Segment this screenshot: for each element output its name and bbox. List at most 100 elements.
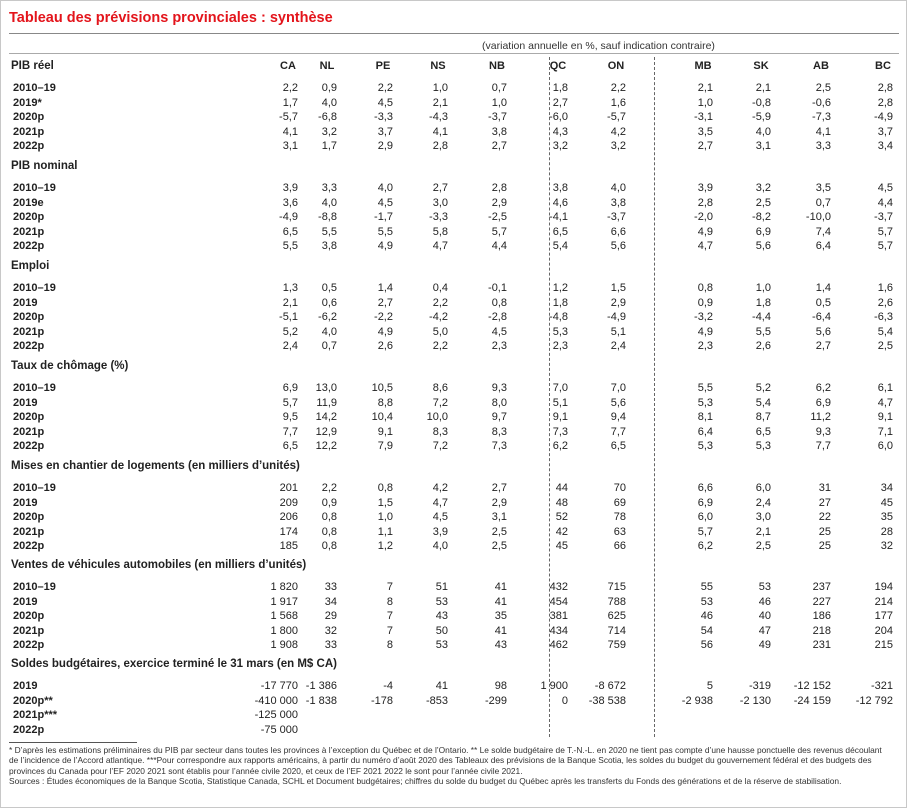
- cell: 2,7: [552, 96, 568, 109]
- cell: 4,0: [377, 182, 393, 194]
- cell: 2,4: [755, 496, 771, 509]
- cell: 12,9: [315, 425, 337, 438]
- column-header: NB: [489, 60, 505, 72]
- cell: -7,3: [812, 111, 831, 124]
- cell: 1 917: [270, 595, 298, 608]
- cell: 218: [812, 624, 831, 637]
- row-label: 2020p: [13, 411, 45, 424]
- cell: 11,9: [316, 396, 337, 409]
- cell: -8,2: [752, 211, 771, 224]
- cell: 7,0: [552, 382, 568, 394]
- cell: 1,0: [377, 511, 393, 524]
- cell: 0,5: [815, 296, 831, 309]
- cell: 1,1: [377, 525, 393, 538]
- row-label: 2019: [13, 680, 38, 692]
- cell: 1,5: [610, 282, 626, 294]
- cell: 3,1: [282, 140, 298, 153]
- cell: -12 152: [793, 680, 831, 692]
- cell: 2,8: [432, 140, 448, 153]
- cell: 6,6: [610, 225, 626, 238]
- cell: -3,3: [374, 111, 393, 124]
- cell: 22: [818, 511, 831, 524]
- cell: 0,6: [321, 296, 337, 309]
- rule: [9, 53, 899, 54]
- cell: 227: [812, 595, 831, 608]
- cell: 4,0: [432, 540, 448, 553]
- cell: 6,2: [815, 382, 831, 394]
- row-label: 2022p: [13, 440, 45, 453]
- row-label: 2021p***: [13, 709, 58, 722]
- row-label: 2022p: [13, 240, 45, 253]
- cell: 1 800: [270, 624, 298, 637]
- cell: 7: [386, 581, 393, 593]
- cell: 9,3: [815, 425, 831, 438]
- cell: -4,1: [549, 211, 568, 224]
- cell: 0,8: [321, 525, 337, 538]
- cell: 4,5: [432, 511, 448, 524]
- cell: 2,5: [755, 540, 771, 553]
- cell: 6,5: [610, 440, 626, 453]
- column-header: NL: [319, 60, 335, 72]
- cell: 1,2: [377, 540, 393, 553]
- row-label: 2022p: [13, 340, 45, 353]
- cell: 33: [324, 581, 337, 593]
- cell: -1 386: [305, 680, 337, 692]
- cell: 40: [758, 610, 771, 623]
- cell: 0,8: [377, 482, 393, 494]
- cell: 29: [324, 610, 337, 623]
- cell: -2,5: [488, 211, 507, 224]
- cell: 4,9: [377, 325, 393, 338]
- cell: -4,8: [549, 311, 568, 324]
- cell: -3,7: [874, 211, 893, 224]
- cell: 5,3: [755, 440, 771, 453]
- cell: 5,7: [877, 225, 893, 238]
- cell: 10,5: [371, 382, 393, 394]
- divider: [654, 57, 655, 737]
- cell: 70: [613, 482, 626, 494]
- cell: -4,2: [429, 311, 448, 324]
- cell: 3,2: [610, 140, 626, 153]
- cell: -38 538: [588, 694, 626, 707]
- cell: 35: [494, 610, 507, 623]
- cell: 0,4: [432, 282, 448, 294]
- row-label: 2010–19: [13, 182, 56, 194]
- cell: 2,2: [610, 82, 626, 94]
- row-label: 2022p: [13, 140, 45, 153]
- cell: 6,4: [697, 425, 713, 438]
- cell: 2,7: [815, 340, 831, 353]
- cell: 2,5: [491, 525, 507, 538]
- section-title: Soldes budgétaires, exercice terminé le …: [11, 658, 337, 670]
- cell: 206: [279, 511, 298, 524]
- row-label: 2021p: [13, 325, 45, 338]
- cell: 4,9: [697, 325, 713, 338]
- cell: 209: [279, 496, 298, 509]
- cell: 9,3: [491, 382, 507, 394]
- cell: 4,7: [697, 240, 713, 253]
- cell: 43: [494, 639, 507, 652]
- cell: 3,1: [491, 511, 507, 524]
- cell: 1,7: [282, 96, 298, 109]
- cell: 53: [700, 595, 713, 608]
- divider: [549, 57, 550, 737]
- cell: 0,7: [491, 82, 507, 94]
- cell: 177: [874, 610, 893, 623]
- cell: 1,8: [552, 296, 568, 309]
- cell: 4,5: [491, 325, 507, 338]
- cell: 3,5: [697, 125, 713, 138]
- cell: 5,5: [377, 225, 393, 238]
- cell: 3,7: [877, 125, 893, 138]
- cell: 4,1: [815, 125, 831, 138]
- cell: 0: [561, 694, 568, 707]
- cell: 381: [549, 610, 568, 623]
- cell: 49: [758, 639, 771, 652]
- cell: 2,1: [282, 296, 298, 309]
- cell: 10,4: [371, 411, 393, 424]
- cell: 32: [324, 624, 337, 637]
- cell: 2,9: [377, 140, 393, 153]
- cell: 4,0: [321, 96, 337, 109]
- cell: 2,8: [491, 182, 507, 194]
- cell: 33: [324, 639, 337, 652]
- cell: 434: [549, 624, 568, 637]
- cell: -5,1: [279, 311, 298, 324]
- cell: -4,3: [429, 111, 448, 124]
